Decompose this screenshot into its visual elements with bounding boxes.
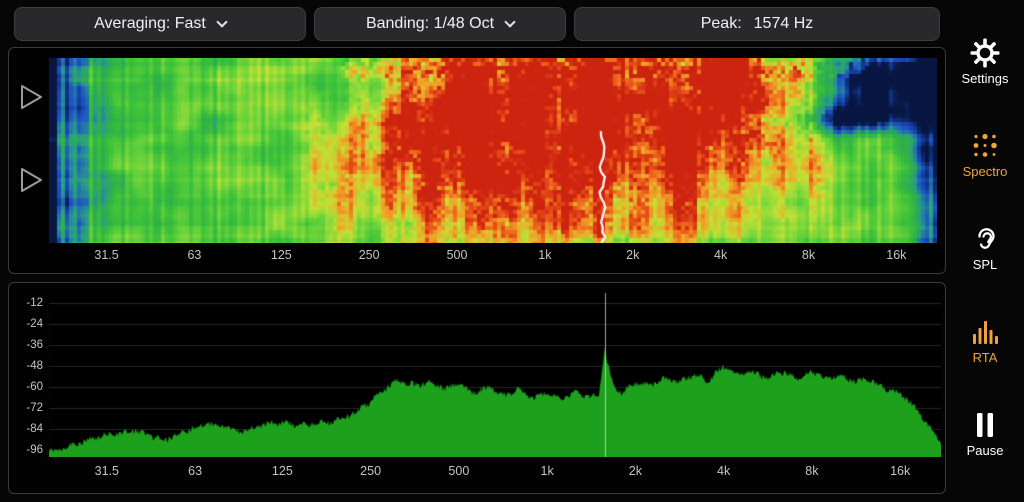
- db-tick--60: -60: [26, 381, 43, 394]
- db-tick--96: -96: [26, 444, 43, 457]
- peak-label: Peak:: [700, 15, 742, 32]
- freq-tick-250: 250: [358, 248, 380, 262]
- freq-tick-16k: 16k: [890, 464, 911, 478]
- freq-tick-63: 63: [187, 248, 202, 262]
- rta-panel: 31.5 63 125 250 500 1k 2k 4k 8k 16k -12 -24 -36 -48 -6…: [8, 282, 946, 494]
- sidebar-item-spl[interactable]: SPL: [946, 224, 1024, 272]
- sidebar: Settings Spectro SPL RTA Pause: [946, 0, 1024, 502]
- spectrogram-icon: [970, 131, 1000, 161]
- sidebar-item-settings[interactable]: Settings: [946, 38, 1024, 86]
- freq-tick-31.5: 31.5: [94, 464, 119, 478]
- freq-tick-4k: 4k: [714, 248, 728, 262]
- ear-icon: [970, 224, 1000, 254]
- freq-tick-1k: 1k: [538, 248, 552, 262]
- spectrogram-cursor-top[interactable]: [19, 83, 45, 111]
- db-tick--72: -72: [26, 402, 43, 415]
- spectrogram-cursor-bottom[interactable]: [19, 166, 45, 194]
- freq-tick-16k: 16k: [886, 248, 907, 262]
- freq-tick-63: 63: [188, 464, 203, 478]
- pause-icon: [970, 410, 1000, 440]
- peak-readout[interactable]: Peak: 1574 Hz: [574, 7, 940, 41]
- freq-tick-500: 500: [446, 248, 468, 262]
- freq-tick-2k: 2k: [628, 464, 642, 478]
- sidebar-item-label: Settings: [961, 71, 1009, 86]
- chevron-down-icon: [216, 15, 228, 28]
- sidebar-item-rta[interactable]: RTA: [946, 317, 1024, 365]
- rta-bars-icon: [970, 317, 1000, 347]
- sidebar-item-pause[interactable]: Pause: [946, 410, 1024, 458]
- averaging-button[interactable]: Averaging: Fast: [14, 7, 306, 41]
- spectrogram-panel: 31.5 63 125 250 500 1k 2k 4k 8k 16k: [8, 47, 946, 274]
- freq-tick-1k: 1k: [540, 464, 554, 478]
- freq-tick-4k: 4k: [717, 464, 731, 478]
- freq-tick-125: 125: [271, 464, 293, 478]
- db-tick--12: -12: [26, 297, 43, 310]
- freq-tick-250: 250: [360, 464, 382, 478]
- banding-button[interactable]: Banding: 1/48 Oct: [314, 7, 566, 41]
- rta-canvas[interactable]: [49, 293, 941, 457]
- banding-label: Banding: 1/48 Oct: [365, 15, 495, 32]
- db-tick--36: -36: [26, 339, 43, 352]
- freq-tick-500: 500: [448, 464, 470, 478]
- db-tick--24: -24: [26, 318, 43, 331]
- freq-tick-8k: 8k: [801, 248, 816, 262]
- sidebar-item-spectro[interactable]: Spectro: [946, 131, 1024, 179]
- freq-tick-31.5: 31.5: [94, 248, 119, 262]
- gear-icon: [970, 38, 1000, 68]
- freq-tick-125: 125: [270, 248, 292, 262]
- averaging-label: Averaging: Fast: [94, 15, 206, 32]
- sidebar-item-label: Pause: [966, 443, 1004, 458]
- sidebar-item-label: SPL: [972, 257, 998, 272]
- db-tick--48: -48: [26, 360, 43, 373]
- freq-tick-8k: 8k: [805, 464, 819, 478]
- spectrogram-canvas[interactable]: [49, 58, 937, 243]
- freq-tick-2k: 2k: [626, 248, 640, 262]
- db-tick--84: -84: [26, 423, 43, 436]
- sidebar-item-label: RTA: [972, 350, 998, 365]
- chevron-down-icon: [504, 15, 516, 28]
- peak-value: 1574 Hz: [753, 15, 814, 32]
- sidebar-item-label: Spectro: [962, 164, 1008, 179]
